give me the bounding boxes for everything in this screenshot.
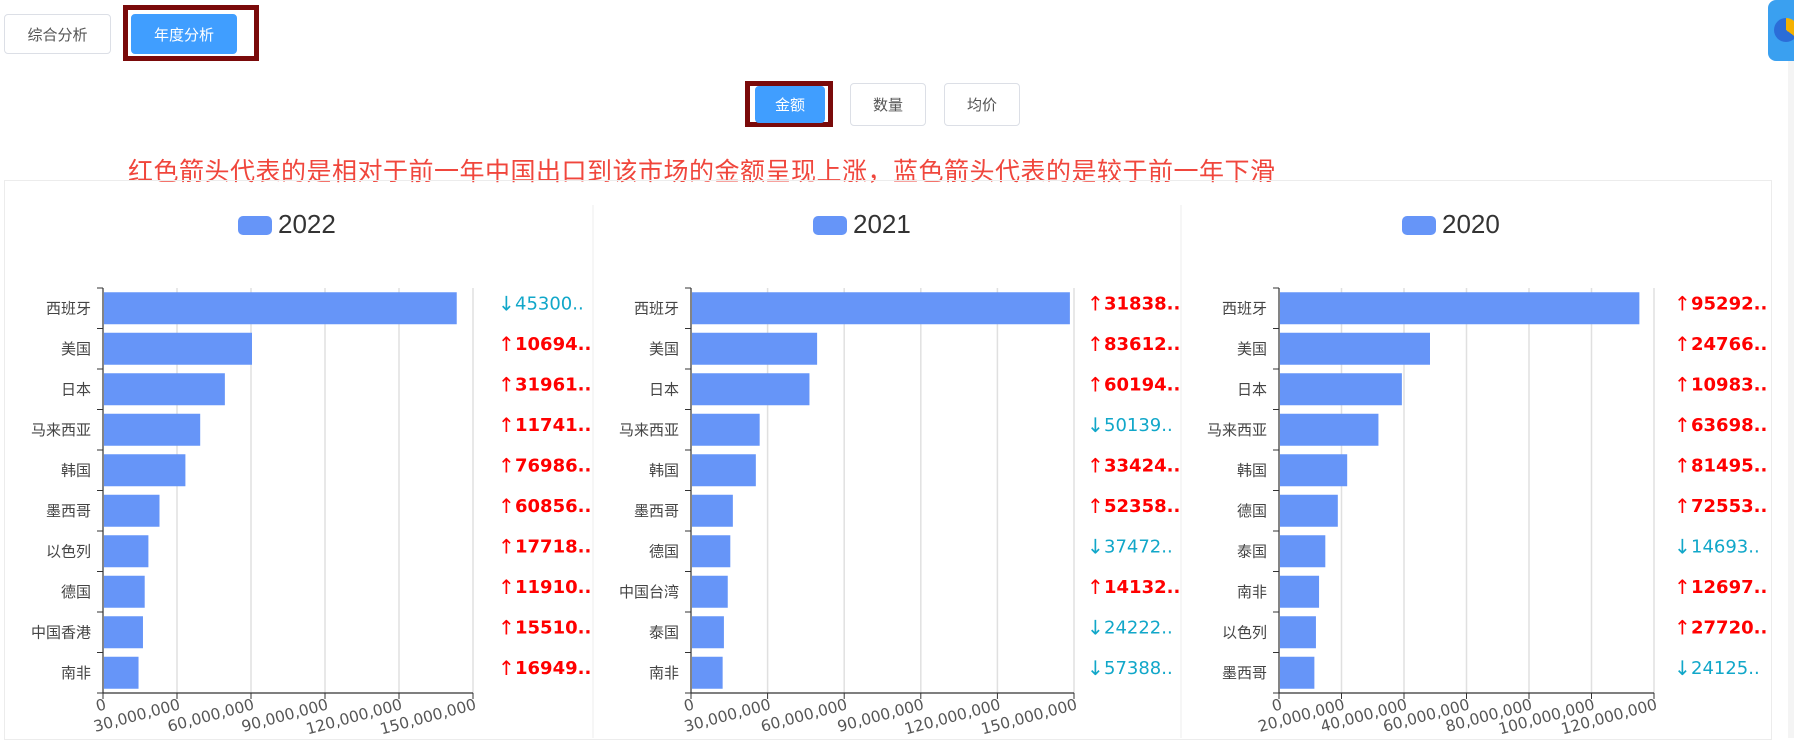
charts-container <box>4 180 1772 740</box>
amount-button-highlight <box>745 81 833 127</box>
tab-comprehensive-analysis[interactable]: 综合分析 <box>4 14 111 54</box>
page-scrollbar[interactable] <box>1788 61 1794 738</box>
amount-button[interactable]: 金额 <box>755 86 825 123</box>
unit-price-button[interactable]: 均价 <box>944 83 1020 126</box>
floating-assistant-icon[interactable] <box>1768 0 1794 61</box>
tab-annual-analysis[interactable]: 年度分析 <box>131 14 237 54</box>
annual-tab-highlight <box>123 5 259 61</box>
quantity-button[interactable]: 数量 <box>850 83 926 126</box>
arrow-legend-note: 红色箭头代表的是相对于前一年中国出口到该市场的金额呈现上涨，蓝色箭头代表的是较于… <box>128 157 1276 186</box>
